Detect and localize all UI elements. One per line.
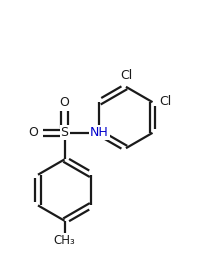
Text: CH₃: CH₃ — [54, 234, 76, 247]
Text: Cl: Cl — [120, 69, 132, 82]
Text: S: S — [61, 126, 69, 139]
Text: Cl: Cl — [159, 95, 171, 108]
Text: O: O — [28, 126, 38, 139]
Text: O: O — [60, 96, 69, 109]
Text: NH: NH — [90, 126, 109, 139]
